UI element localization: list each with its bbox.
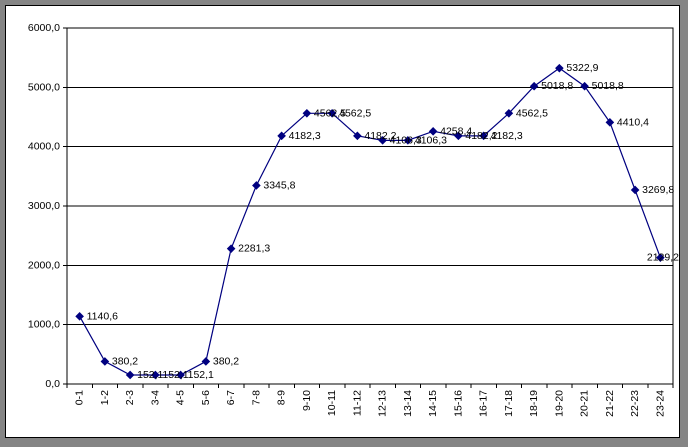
data-point-label: 380,2 [112,355,138,367]
data-point-label: 4182,3 [289,130,321,142]
x-axis-category-label: 4-5 [175,390,187,405]
data-point-label: 4106,3 [415,134,447,146]
data-point-label: 4258,4 [440,125,472,137]
x-axis-category-label: 5-6 [200,390,212,405]
x-axis-category-label: 17-18 [503,390,515,417]
data-point-marker[interactable] [277,131,286,141]
y-axis-tick-label: 6000,0 [28,22,60,34]
data-point-label: 3345,8 [263,179,295,191]
y-axis-tick-label: 0,0 [45,378,60,390]
data-point-marker[interactable] [353,131,362,141]
x-axis-category-label: 3-4 [149,390,161,405]
x-axis-category-label: 10-11 [326,390,338,416]
data-point-marker[interactable] [428,127,438,136]
data-point-marker[interactable] [605,118,615,127]
x-axis-category-label: 22-23 [629,390,641,417]
x-axis-category-label: 13-14 [402,390,414,417]
x-axis-category-label: 8-9 [276,390,288,405]
y-axis-tick-label: 4000,0 [28,141,60,153]
data-point-label: 152,1 [137,369,163,381]
data-point-marker[interactable] [327,108,337,118]
data-point-label: 5018,8 [541,80,573,92]
data-point-marker[interactable] [656,253,665,262]
data-point-label: 1140,6 [87,310,118,322]
x-axis-category-label: 20-21 [579,390,591,417]
data-point-label: 2129,2 [647,252,679,264]
data-point-marker[interactable] [302,108,312,118]
data-point-label: 4562,5 [516,107,548,119]
x-axis-category-label: 18-19 [528,390,540,417]
y-axis-tick-label: 2000,0 [28,259,60,271]
data-point-label: 2281,3 [238,243,270,255]
x-axis-category-label: 15-16 [452,390,464,417]
data-point-marker[interactable] [504,108,514,118]
data-point-marker[interactable] [252,181,261,190]
x-axis-category-label: 21-22 [604,390,616,417]
data-point-marker[interactable] [403,136,413,145]
data-point-marker[interactable] [226,244,236,253]
x-axis-category-label: 19-20 [553,390,565,417]
data-point-marker[interactable] [75,312,84,321]
data-point-marker[interactable] [630,185,640,195]
x-axis-category-label: 2-3 [124,390,136,405]
data-point-label: 4182,2 [465,130,497,142]
data-point-label: 380,2 [213,355,239,367]
x-axis-category-label: 9-10 [301,390,313,411]
data-point-marker[interactable] [529,81,539,91]
x-axis-category-label: 1-2 [99,390,111,405]
data-point-label: 152,1 [162,369,188,381]
y-axis-tick-label: 1000,0 [28,319,60,331]
x-axis-category-label: 11-12 [351,390,363,416]
y-axis-tick-label: 5000,0 [28,81,60,93]
data-point-marker[interactable] [100,357,110,366]
chart-area[interactable] [5,5,680,438]
x-axis-category-label: 7-8 [250,390,262,405]
data-point-label: 3269,8 [642,184,674,196]
y-axis-tick-label: 3000,0 [28,200,60,212]
data-point-marker[interactable] [378,136,387,145]
data-point-marker[interactable] [555,63,564,73]
data-point-label: 5018,8 [592,80,624,92]
data-point-marker[interactable] [580,81,589,91]
data-point-label: 4182,2 [364,130,396,142]
data-point-marker[interactable] [454,131,463,141]
data-point-label: 4410,4 [617,116,649,128]
data-point-label: 4562,5 [339,107,371,119]
data-point-label: 152,1 [188,369,214,381]
data-point-marker[interactable] [176,370,185,380]
data-point-marker[interactable] [201,357,211,366]
data-point-marker[interactable] [151,370,160,380]
x-axis-category-label: 6-7 [225,390,237,405]
x-axis-category-label: 12-13 [377,390,389,417]
data-point-label: 4182,3 [491,130,523,142]
x-axis-category-label: 14-15 [427,390,439,417]
data-point-marker[interactable] [479,131,488,141]
data-point-label: 4106,3 [390,134,422,146]
x-axis-category-label: 23-24 [654,390,666,417]
x-axis-category-label: 0-1 [74,390,86,405]
x-axis-category-label: 16-17 [478,390,490,417]
data-point-marker[interactable] [125,370,135,380]
data-point-label: 5322,9 [566,62,598,74]
data-point-label: 4562,5 [314,107,346,119]
